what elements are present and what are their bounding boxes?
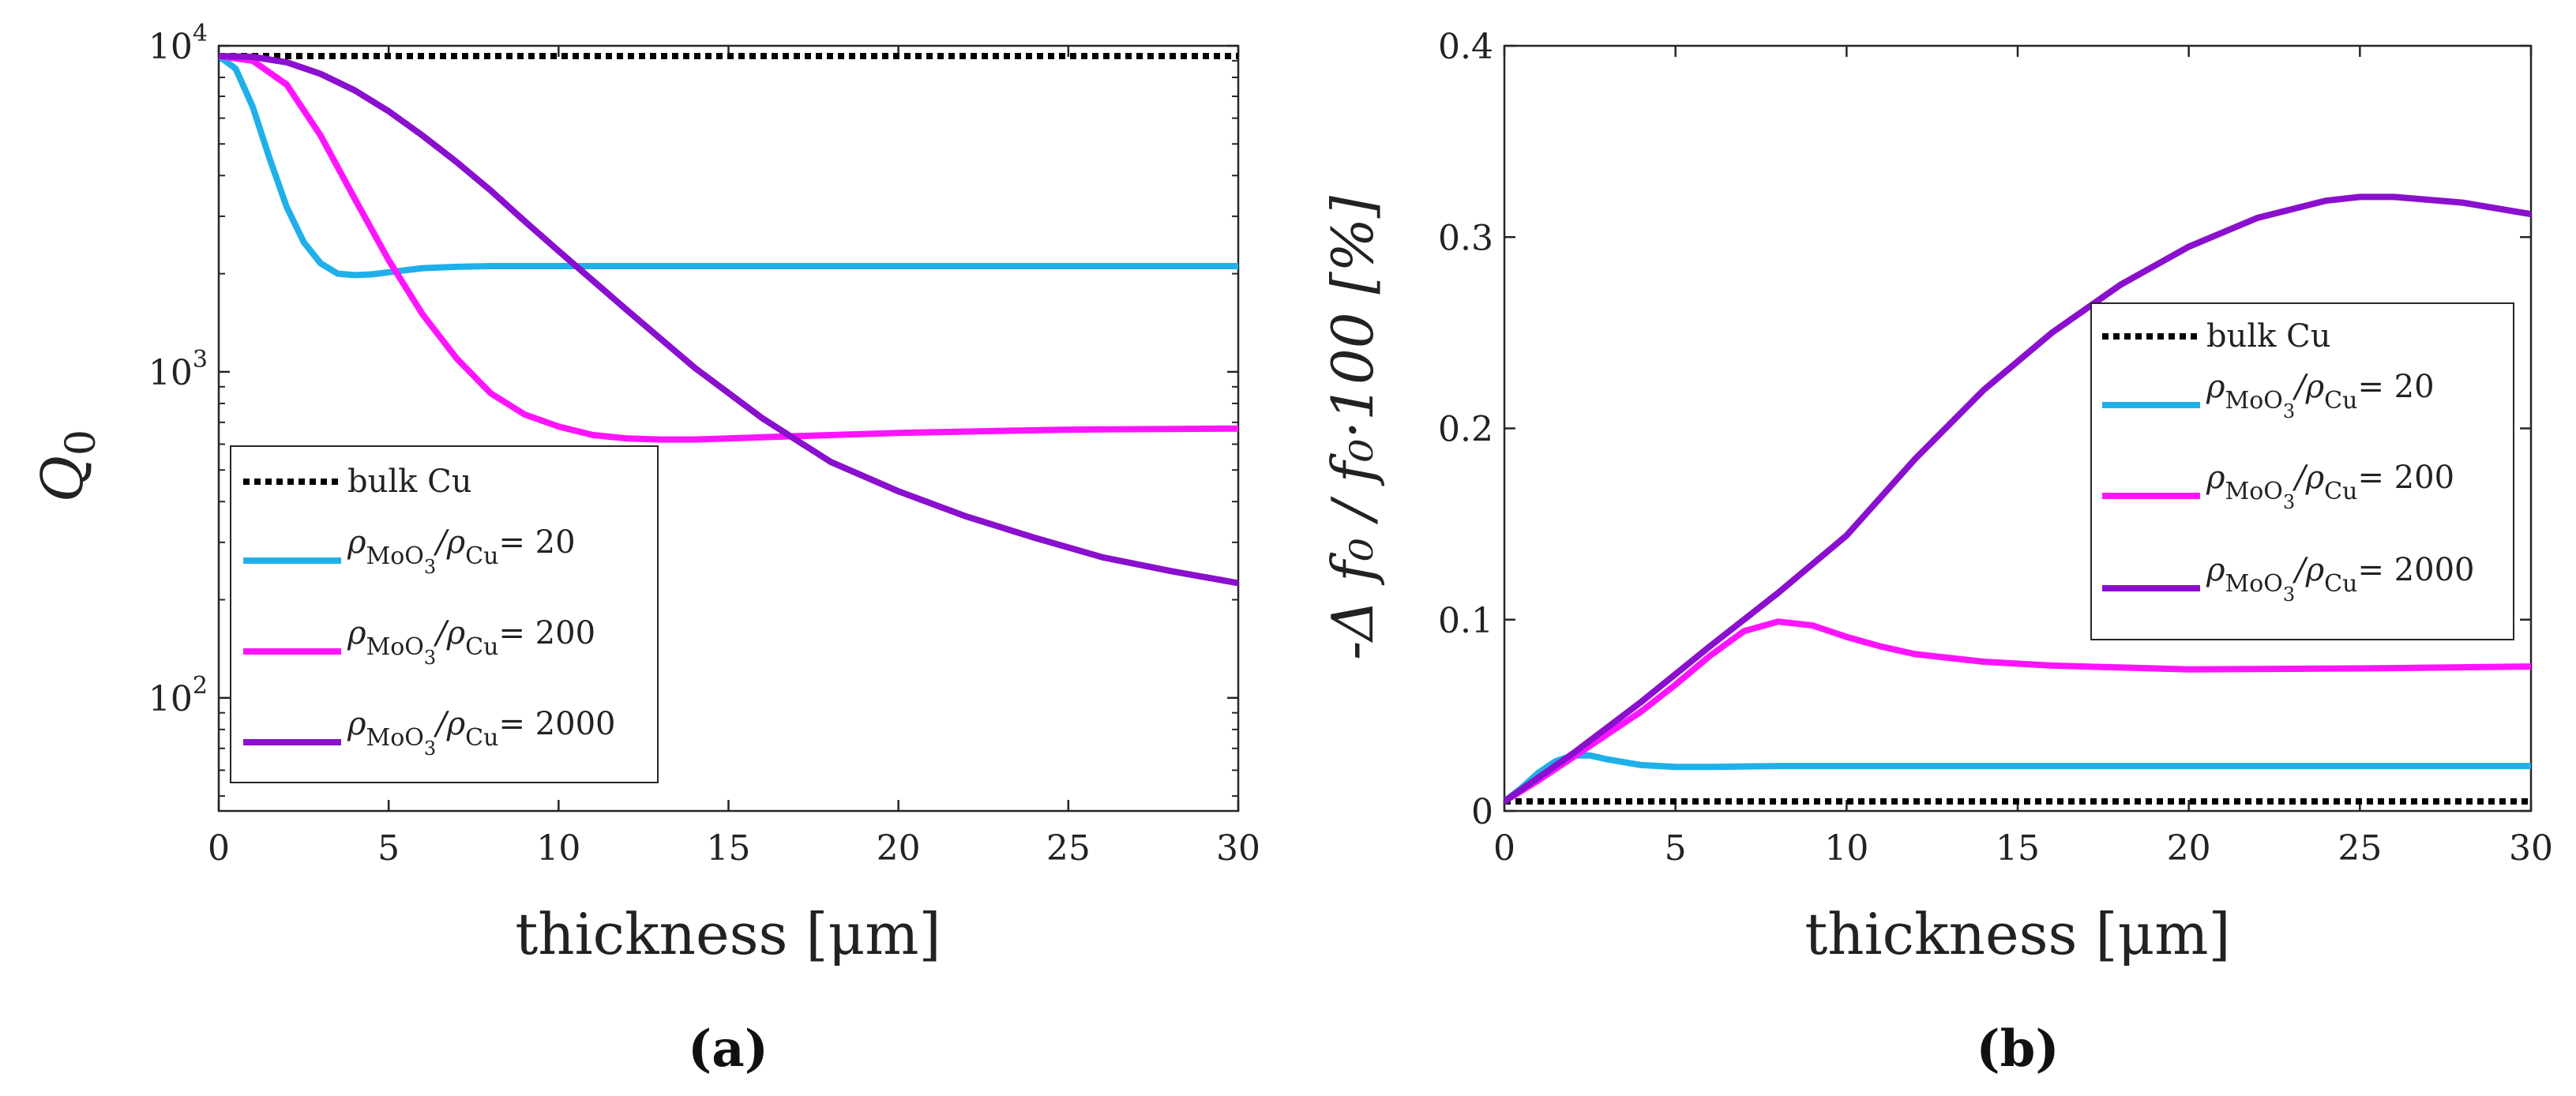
chart-b-legend-label-2000: ρMoO3/ρCu= 2000: [2206, 552, 2474, 606]
chart-b-x-tick-label: 20: [2167, 828, 2211, 869]
chart-b-legend-entry-20: ρMoO3/ρCu= 20: [2102, 369, 2435, 422]
chart-b-x-tick-label: 5: [1665, 828, 1687, 869]
chart-b-x-tick-label: 25: [2338, 828, 2382, 869]
chart-a-legend-entry-200: ρMoO3/ρCu= 200: [243, 615, 595, 669]
chart-a-panel-label: (a): [688, 1019, 768, 1079]
chart-b-y-tick-label: 0.3: [1438, 218, 1493, 258]
chart-b-panel-label: (b): [1976, 1019, 2059, 1079]
chart-b-legend-entry-bulk: bulk Cu: [2102, 318, 2330, 355]
chart-a-x-axis-label: thickness [μm]: [515, 901, 941, 967]
chart-b-series-1: [1504, 752, 2531, 805]
chart-b-series-2: [1504, 618, 2531, 805]
chart-a-y-tick-label: 102: [148, 672, 208, 719]
chart-a-x-tick-label: 20: [877, 828, 921, 869]
chart-b-x-tick-label: 15: [1996, 828, 2040, 869]
chart-a-legend-label-2000: ρMoO3/ρCu= 2000: [347, 706, 615, 760]
chart-a-series-1: [219, 53, 1238, 279]
chart-a-x-tick-label: 5: [377, 828, 400, 869]
chart-a-x-tick-label: 0: [208, 828, 230, 869]
chart-a-x-ticks: 0 5 10 15 20 25 30: [208, 46, 1260, 869]
chart-a-x-tick-label: 10: [536, 828, 580, 869]
chart-b-series-3: [1504, 193, 2531, 805]
chart-b-legend: bulk Cu ρMoO3/ρCu= 20 ρMoO3/ρCu= 200 ρMo…: [2090, 302, 2514, 640]
chart-a-legend-label-200: ρMoO3/ρCu= 200: [347, 615, 595, 669]
chart-a-y-label-sub: 0: [58, 430, 105, 456]
chart-a-legend-box: [230, 445, 659, 783]
chart-a-y-axis-label: Q0: [29, 430, 105, 502]
chart-a-x-tick-label: 25: [1046, 828, 1091, 869]
chart-b-legend-entry-2000: ρMoO3/ρCu= 2000: [2102, 552, 2474, 606]
chart-a-legend-entry-bulk: bulk Cu: [243, 464, 471, 500]
chart-b-y-tick-label: 0.4: [1438, 27, 1493, 67]
chart-b-series: [1504, 193, 2531, 805]
chart-b-x-tick-label: 10: [1824, 828, 1868, 869]
chart-a-y-label-main: Q: [29, 456, 96, 502]
chart-b-legend-label-bulk: bulk Cu: [2206, 318, 2330, 355]
chart-a-legend-label-bulk: bulk Cu: [347, 464, 471, 500]
chart-a-series: [219, 53, 1238, 587]
chart-b-y-ticks: 0 0.1 0.2 0.3 0.4: [1438, 27, 2531, 832]
chart-b: 0 5 10 15 20 25 30 0 0.1 0.2 0.3 0.4 thickness [μm…: [1320, 27, 2553, 1079]
chart-a-series-3: [219, 53, 1238, 587]
chart-a-legend: bulk Cu ρMoO3/ρCu= 20 ρMoO3/ρCu= 200 ρMo…: [230, 445, 659, 783]
chart-b-legend-label-20: ρMoO3/ρCu= 20: [2206, 369, 2435, 422]
chart-b-legend-label-200: ρMoO3/ρCu= 200: [2206, 460, 2454, 513]
chart-a-legend-label-20: ρMoO3/ρCu= 20: [347, 524, 576, 578]
chart-b-legend-entry-200: ρMoO3/ρCu= 200: [2102, 460, 2454, 513]
chart-b-legend-box: [2090, 302, 2514, 640]
chart-a-x-tick-label: 30: [1216, 828, 1260, 869]
chart-b-y-axis-label: -Δ f₀ / f₀·100 [%]: [1320, 195, 1386, 660]
chart-b-y-tick-label: 0.2: [1438, 410, 1493, 450]
chart-a-x-tick-label: 15: [707, 828, 751, 869]
chart-b-x-axis-label: thickness [μm]: [1804, 901, 2230, 967]
chart-b-x-tick-label: 0: [1493, 828, 1515, 869]
chart-a-y-tick-label: 104: [148, 20, 208, 67]
chart-a-y-tick-label: 103: [148, 346, 208, 393]
chart-b-y-tick-label: 0: [1471, 792, 1493, 832]
chart-a-legend-entry-20: ρMoO3/ρCu= 20: [243, 524, 576, 578]
chart-b-x-tick-label: 30: [2509, 828, 2553, 869]
chart-a-y-ticks: 102 103 104: [148, 20, 1238, 798]
chart-b-x-ticks: 0 5 10 15 20 25 30: [1493, 46, 2553, 869]
chart-b-y-tick-label: 0.1: [1438, 601, 1493, 641]
chart-a-legend-entry-2000: ρMoO3/ρCu= 2000: [243, 706, 615, 760]
